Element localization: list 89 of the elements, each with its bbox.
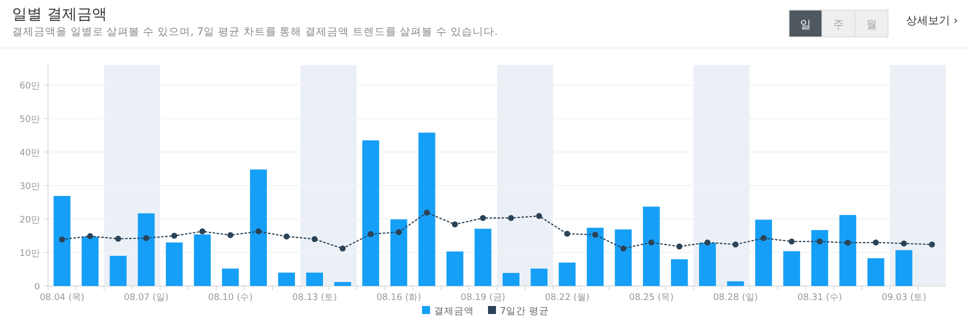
x-tick-label: 08.16 (화) [376, 293, 422, 303]
bar [166, 242, 183, 286]
text: 일 [800, 18, 811, 31]
point [227, 232, 234, 238]
point [704, 239, 710, 246]
point [312, 236, 318, 242]
y-tick-label: 50만 [20, 115, 40, 126]
bar [895, 250, 912, 286]
point [620, 245, 626, 252]
bar [418, 132, 436, 286]
chart-subtitle: 결제금액을 일별로 살펴볼 수 있으며, 7일 평균 차트를 통해 결제금액 트렌드를 살펴볼 수 있습니다. [12, 26, 498, 38]
x-tick-label: 08.31 (수) [797, 293, 842, 303]
x-tick-label: 08.25 (목) [629, 293, 674, 303]
bar [362, 140, 380, 286]
bar [811, 230, 828, 286]
point [396, 229, 402, 236]
bar [755, 220, 772, 286]
bar [670, 259, 688, 286]
y-tick-label: 20만 [20, 216, 40, 226]
chart-title: 일별 결제금액 [12, 5, 107, 23]
x-tick-label: 08.19 (금) [460, 293, 506, 303]
legend-label: 결제금액 [434, 306, 474, 317]
point [199, 228, 206, 234]
bar [334, 282, 352, 286]
bar [783, 251, 800, 286]
x-tick-label: 08.28 (일) [713, 293, 758, 303]
bar [306, 272, 324, 286]
bar [727, 281, 744, 286]
x-tick-label: 08.04 (목) [40, 293, 84, 303]
point [171, 232, 178, 239]
y-tick-label: 60만 [20, 82, 40, 92]
bar [474, 228, 492, 286]
point [508, 215, 514, 222]
point [340, 245, 346, 252]
point [788, 238, 795, 244]
point [424, 210, 430, 216]
point [143, 235, 150, 242]
point [564, 230, 570, 237]
x-tick-label: 08.07 (일) [124, 293, 169, 303]
point [284, 233, 290, 240]
text: 상세보기 › [906, 14, 958, 27]
point [452, 221, 458, 228]
bar [82, 236, 99, 286]
point [59, 236, 66, 242]
x-tick-label: 08.10 (수) [208, 293, 253, 303]
bar [446, 252, 464, 286]
point [872, 239, 879, 246]
bar [194, 234, 211, 286]
bar [867, 258, 884, 286]
bar [530, 268, 548, 286]
point [676, 243, 682, 250]
point [648, 239, 654, 246]
bar [558, 262, 576, 286]
point [928, 241, 935, 248]
text: 주 [833, 18, 844, 31]
point [760, 235, 767, 242]
x-tick-label: 08.22 (월) [544, 293, 590, 303]
y-tick-label: 10만 [20, 249, 40, 260]
bar [839, 215, 856, 286]
bar [390, 219, 408, 286]
point [480, 215, 486, 222]
point [115, 236, 122, 242]
x-tick-label: 09.03 (토) [882, 293, 926, 303]
point [255, 228, 262, 234]
bar [614, 229, 632, 286]
point [87, 233, 94, 240]
bar [642, 206, 660, 286]
bar [222, 268, 239, 286]
bar [586, 228, 604, 286]
y-tick-label: 40만 [20, 148, 40, 159]
bar [250, 169, 267, 286]
point [844, 240, 851, 246]
y-tick-label: 0 [34, 282, 40, 292]
bar [502, 272, 520, 286]
bar [138, 213, 155, 286]
point [536, 213, 542, 220]
bar [699, 242, 716, 286]
bar [278, 272, 295, 286]
legend-label: 7일간 평균 [500, 306, 550, 317]
text: 월 [866, 18, 877, 31]
bar [110, 256, 127, 286]
point [592, 232, 598, 238]
point [816, 238, 823, 244]
bar [54, 196, 70, 286]
y-tick-label: 30만 [20, 182, 40, 192]
point [732, 241, 739, 248]
point [900, 240, 907, 246]
point [368, 231, 374, 238]
x-tick-label: 08.13 (토) [292, 293, 337, 303]
